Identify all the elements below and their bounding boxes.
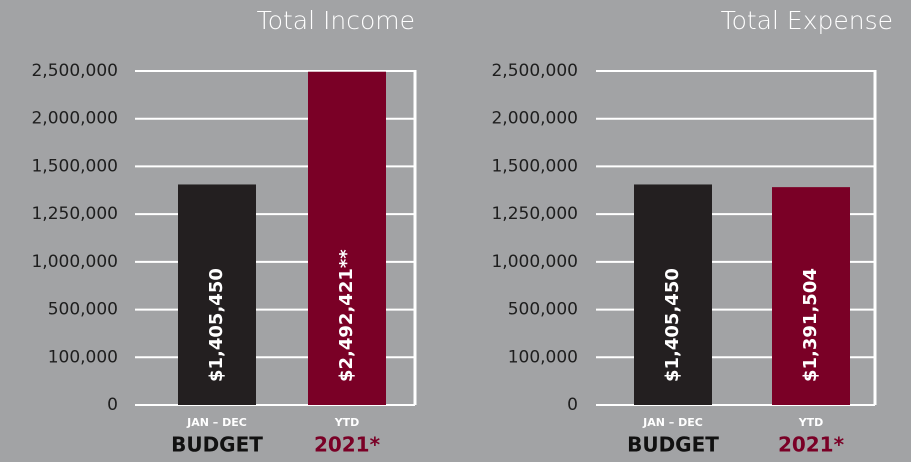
y-tick-label: 500,000: [508, 300, 578, 320]
chart-title: Total Income: [257, 6, 415, 35]
y-tick-label: 1,000,000: [491, 252, 578, 272]
y-tick-label: 1,500,000: [31, 156, 118, 176]
y-tick-label: 0: [107, 395, 118, 415]
y-tick-label: 1,000,000: [31, 252, 118, 272]
x-sublabel: YTD: [798, 416, 824, 429]
y-tick-label: 500,000: [48, 300, 118, 320]
y-tick-label: 100,000: [48, 347, 118, 367]
bar-value-label: $1,405,450: [206, 268, 227, 382]
x-category-label: 2021*: [314, 433, 381, 457]
y-tick-label: 2,500,000: [491, 61, 578, 81]
x-sublabel: YTD: [334, 416, 360, 429]
x-sublabel: JAN – DEC: [186, 416, 247, 429]
bar-value-label: $2,492,421**: [336, 249, 357, 382]
bar-value-label: $1,405,450: [662, 268, 683, 382]
x-category-label: BUDGET: [627, 433, 719, 457]
y-tick-label: 2,500,000: [31, 61, 118, 81]
chart-title: Total Expense: [721, 6, 893, 35]
x-sublabel: JAN – DEC: [642, 416, 703, 429]
x-category-label: 2021*: [778, 433, 845, 457]
y-tick-label: 0: [567, 395, 578, 415]
y-tick-label: 1,250,000: [491, 204, 578, 224]
bar: [178, 184, 256, 405]
bar: [772, 187, 850, 405]
bar: [634, 184, 712, 405]
y-tick-label: 100,000: [508, 347, 578, 367]
y-tick-label: 2,000,000: [491, 109, 578, 129]
y-tick-label: 1,500,000: [491, 156, 578, 176]
y-tick-label: 1,250,000: [31, 204, 118, 224]
bar-value-label: $1,391,504: [800, 268, 821, 382]
bar: [308, 71, 386, 405]
y-tick-label: 2,000,000: [31, 109, 118, 129]
x-category-label: BUDGET: [171, 433, 263, 457]
